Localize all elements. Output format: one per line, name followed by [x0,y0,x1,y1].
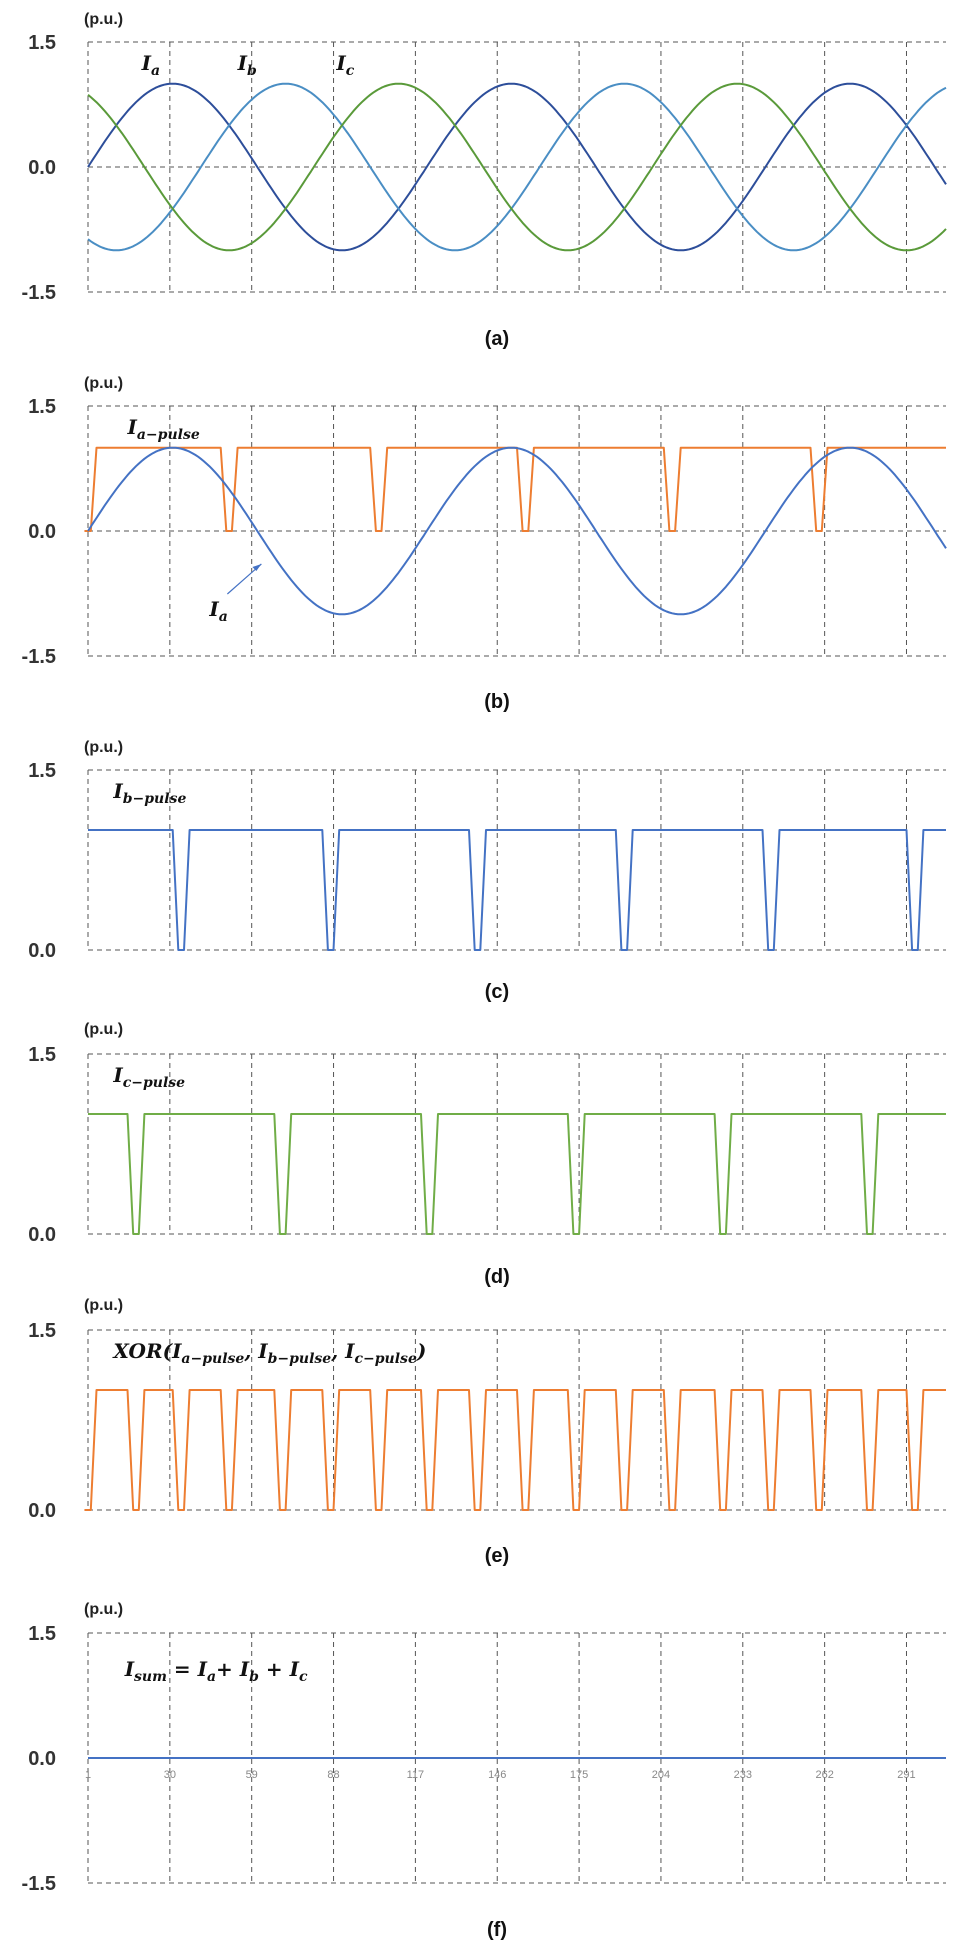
series-label: Ia−pulse [127,415,200,443]
panel-caption: (f) [487,1919,507,1941]
series-line [87,82,947,252]
series-line [88,1113,946,1235]
chart-panel-f: 1.5 0.0 -1.5 (p.u.) 1 30 59 88 117 146 175 204 233 26… [22,1601,946,1941]
x-tick-label: 175 [570,1769,588,1781]
x-tick-label: 30 [164,1769,176,1781]
y-tick-label: 1.5 [28,1044,56,1066]
chart-panel-a: 1.5 0.0 -1.5 (p.u.) Ia Ib Ic (a) [22,11,947,350]
y-tick-label: -1.5 [22,282,56,304]
y-tick-label: 0.0 [28,1500,56,1522]
panel-caption: (e) [485,1545,509,1567]
y-tick-label: 0.0 [28,940,56,962]
y-tick-label: -1.5 [22,1873,56,1895]
y-tick-label: 0.0 [28,157,56,179]
x-tick-label: 204 [652,1769,670,1781]
unit-label: (p.u.) [84,11,123,28]
chart-panel-e: 1.5 0.0 (p.u.) XOR(Ia−pulse, Ib−pulse, Ic−p… [28,1297,946,1567]
chart-panel-b: 1.5 0.0 -1.5 (p.u.) Ia−pulse Ia (b) [22,375,947,713]
x-tick-label: 117 [407,1769,425,1781]
unit-label: (p.u.) [84,1021,123,1038]
y-tick-label: 1.5 [28,1623,56,1645]
series-line [87,82,947,252]
series-line [84,446,946,532]
y-tick-label: 1.5 [28,1320,56,1342]
y-tick-label: 0.0 [28,1224,56,1246]
x-tick-label: 262 [815,1769,833,1781]
panel-caption: (b) [484,691,510,713]
x-tick-label: 88 [327,1769,339,1781]
unit-label: (p.u.) [84,739,123,756]
panel-caption: (d) [484,1266,510,1288]
series-line [87,446,947,616]
y-tick-label: 1.5 [28,396,56,418]
x-tick-label: 291 [897,1769,915,1781]
unit-label: (p.u.) [84,1601,123,1618]
unit-label: (p.u.) [84,1297,123,1314]
series-label: Ic [335,51,354,79]
series-line [87,82,947,252]
y-tick-label: -1.5 [22,646,56,668]
panel-caption: (c) [485,981,509,1003]
unit-label: (p.u.) [84,375,123,392]
x-tick-label: 233 [734,1769,752,1781]
y-tick-label: 1.5 [28,32,56,54]
chart-panel-c: 1.5 0.0 (p.u.) Ib−pulse (c) [28,739,946,1003]
series-line [88,829,946,951]
series-label: Ia [208,597,227,625]
series-label: Ib [237,51,257,79]
chart-panel-d: 1.5 0.0 (p.u.) Ic−pulse (d) [28,1021,946,1288]
formula-label: Isum = Ia+ Ib + Ic [124,1657,308,1685]
panel-caption: (a) [485,328,509,350]
series-line [84,1389,946,1511]
x-tick-label: 146 [488,1769,506,1781]
pointer-arrow-head [252,564,262,571]
series-label: Ia [141,51,160,79]
x-tick-label: 59 [246,1769,258,1781]
y-tick-label: 0.0 [28,521,56,543]
y-tick-label: 1.5 [28,760,56,782]
series-label: Ic−pulse [112,1063,185,1091]
series-label: Ib−pulse [112,779,186,807]
formula-label: XOR(Ia−pulse, Ib−pulse, Ic−pulse) [111,1339,426,1367]
x-tick-label: 1 [85,1769,91,1781]
y-tick-label: 0.0 [28,1748,56,1770]
